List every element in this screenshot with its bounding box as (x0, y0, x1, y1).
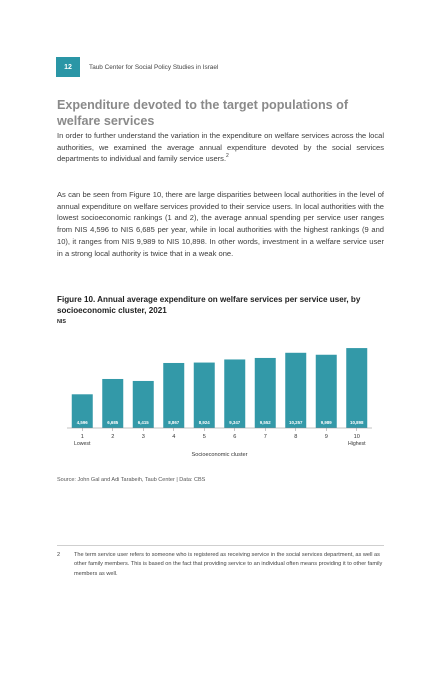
data-label: 4,596 (77, 420, 89, 425)
figure-title: Figure 10. Annual average expenditure on… (57, 295, 361, 315)
paragraph-1-text: In order to further understand the varia… (57, 131, 384, 164)
tick-label: 6 (233, 434, 236, 440)
data-label: 8,924 (199, 420, 211, 425)
figure-unit: NIS (57, 319, 66, 325)
body-paragraph-2: As can be seen from Figure 10, there are… (57, 190, 384, 258)
publisher-name: Taub Center for Social Policy Studies in… (89, 63, 219, 71)
page-number: 12 (56, 57, 80, 77)
bar (102, 378, 124, 428)
footnote-ref: 2 (226, 153, 229, 160)
tick-label: 1 (81, 434, 84, 440)
figure-source: Source: John Gal and Adi Tarabeih, Taub … (57, 477, 206, 483)
data-label: 9,989 (321, 420, 333, 425)
data-label: 8,867 (168, 420, 180, 425)
tick-label: 10 (354, 434, 360, 440)
data-label: 10,898 (350, 420, 364, 425)
page-header: 12 Taub Center for Social Policy Studies… (56, 57, 218, 77)
data-label: 6,685 (107, 420, 119, 425)
data-label: 6,415 (138, 420, 150, 425)
tick-sublabel: Highest (348, 441, 366, 447)
bar (193, 362, 215, 428)
tick-label: 2 (111, 434, 114, 440)
bar (254, 357, 276, 428)
bar (163, 362, 185, 428)
tick-sublabel: Lowest (74, 441, 91, 447)
section-title: Expenditure devoted to the target popula… (57, 98, 349, 128)
footnote-number: 2 (57, 552, 61, 558)
bar (346, 348, 368, 428)
footnote: 2 The term service user refers to someon… (57, 551, 384, 579)
data-label: 9,347 (229, 420, 241, 425)
bar (285, 352, 307, 428)
body-paragraph-1: In order to further understand the varia… (57, 130, 384, 165)
bar (224, 359, 246, 428)
footnote-divider (57, 545, 384, 546)
bar (71, 394, 93, 428)
bar (132, 380, 154, 428)
tick-label: 3 (142, 434, 145, 440)
bar (315, 354, 337, 428)
tick-label: 8 (294, 434, 297, 440)
tick-label: 5 (203, 434, 206, 440)
data-label: 10,257 (289, 420, 303, 425)
tick-label: 4 (172, 434, 175, 440)
tick-label: 9 (325, 434, 328, 440)
data-label: 9,552 (260, 420, 272, 425)
x-axis-label: Socioeconomic cluster (192, 452, 248, 458)
footnote-text: The term service user refers to someone … (74, 552, 383, 577)
tick-label: 7 (264, 434, 267, 440)
